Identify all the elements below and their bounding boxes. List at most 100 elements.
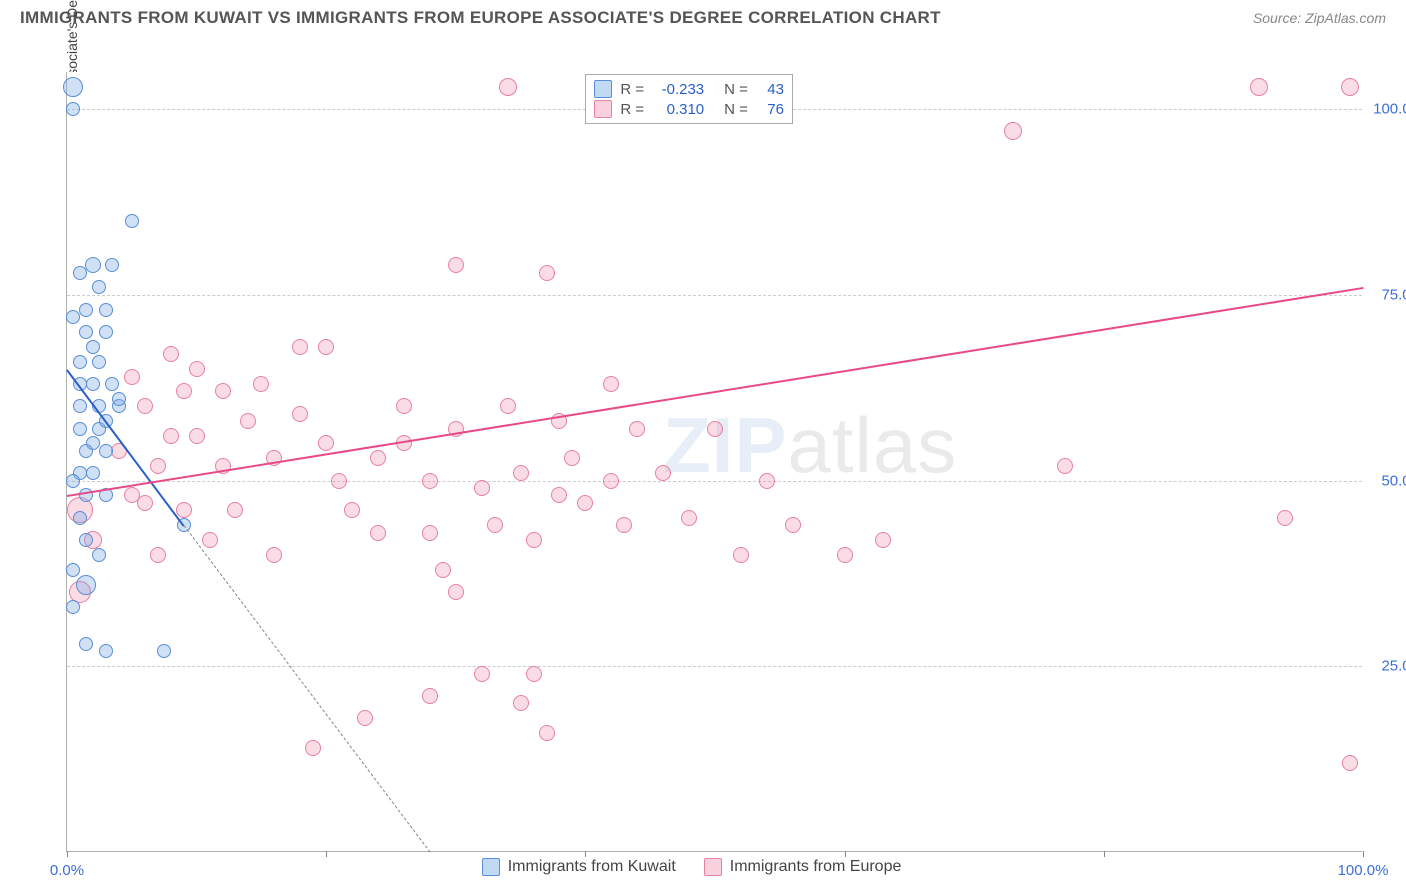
point-europe (448, 257, 464, 273)
point-europe (875, 532, 891, 548)
legend-swatch (704, 858, 722, 876)
legend-item: Immigrants from Kuwait (482, 858, 676, 876)
point-europe (357, 710, 373, 726)
legend-swatch (594, 100, 612, 118)
x-tick (585, 851, 586, 857)
point-europe (422, 688, 438, 704)
y-tick-label: 75.0% (1381, 286, 1406, 303)
y-tick-label: 25.0% (1381, 658, 1406, 675)
x-tick (845, 851, 846, 857)
x-tick-label: 0.0% (50, 862, 84, 879)
point-kuwait (76, 575, 96, 595)
point-europe (318, 435, 334, 451)
point-kuwait (157, 644, 171, 658)
point-europe (616, 517, 632, 533)
point-kuwait (73, 266, 87, 280)
x-tick (67, 851, 68, 857)
point-europe (202, 532, 218, 548)
point-europe (564, 450, 580, 466)
point-kuwait (92, 355, 106, 369)
legend-n-value: 76 (756, 101, 784, 118)
point-europe (1277, 510, 1293, 526)
point-europe (1341, 78, 1359, 96)
point-europe (655, 465, 671, 481)
point-europe (396, 398, 412, 414)
point-kuwait (99, 303, 113, 317)
point-europe (1250, 78, 1268, 96)
point-europe (837, 547, 853, 563)
y-tick-label: 100.0% (1373, 101, 1406, 118)
point-kuwait (79, 325, 93, 339)
point-kuwait (66, 563, 80, 577)
point-europe (227, 502, 243, 518)
point-europe (150, 547, 166, 563)
point-europe (305, 740, 321, 756)
point-europe (370, 450, 386, 466)
point-europe (513, 465, 529, 481)
point-kuwait (86, 466, 100, 480)
point-europe (474, 480, 490, 496)
point-kuwait (92, 280, 106, 294)
point-europe (539, 265, 555, 281)
point-kuwait (79, 303, 93, 317)
point-europe (189, 361, 205, 377)
legend-swatch (482, 858, 500, 876)
point-kuwait (63, 77, 83, 97)
point-europe (163, 346, 179, 362)
point-europe (176, 383, 192, 399)
trendline-europe (67, 287, 1363, 497)
point-kuwait (99, 644, 113, 658)
x-tick-label: 100.0% (1338, 862, 1389, 879)
point-europe (215, 383, 231, 399)
point-europe (344, 502, 360, 518)
gridline-h (67, 666, 1362, 667)
point-europe (539, 725, 555, 741)
point-europe (150, 458, 166, 474)
point-kuwait (66, 600, 80, 614)
point-europe (707, 421, 723, 437)
point-kuwait (86, 377, 100, 391)
gridline-h (67, 295, 1362, 296)
point-europe (474, 666, 490, 682)
point-europe (253, 376, 269, 392)
point-kuwait (73, 511, 87, 525)
point-europe (163, 428, 179, 444)
point-europe (681, 510, 697, 526)
series-legend: Immigrants from KuwaitImmigrants from Eu… (482, 858, 902, 876)
point-kuwait (73, 399, 87, 413)
point-europe (577, 495, 593, 511)
point-kuwait (66, 310, 80, 324)
legend-r-label: R = (620, 81, 644, 98)
legend-row: R =-0.233N =43 (594, 79, 784, 99)
point-kuwait (73, 355, 87, 369)
point-europe (785, 517, 801, 533)
point-kuwait (79, 533, 93, 547)
point-europe (526, 666, 542, 682)
legend-swatch (594, 80, 612, 98)
point-europe (266, 547, 282, 563)
point-europe (759, 473, 775, 489)
point-kuwait (85, 257, 101, 273)
legend-r-value: 0.310 (652, 101, 704, 118)
point-europe (733, 547, 749, 563)
point-europe (487, 517, 503, 533)
legend-r-value: -0.233 (652, 81, 704, 98)
x-tick (326, 851, 327, 857)
point-europe (292, 339, 308, 355)
point-europe (629, 421, 645, 437)
point-europe (500, 398, 516, 414)
point-kuwait (105, 377, 119, 391)
point-europe (435, 562, 451, 578)
point-kuwait (86, 436, 100, 450)
point-kuwait (125, 214, 139, 228)
x-tick (1104, 851, 1105, 857)
point-europe (124, 487, 140, 503)
watermark: ZIPatlas (663, 400, 957, 491)
point-kuwait (86, 340, 100, 354)
legend-n-label: N = (724, 81, 748, 98)
correlation-legend: R =-0.233N =43R =0.310N =76 (585, 74, 793, 124)
gridline-h (67, 481, 1362, 482)
point-europe (603, 376, 619, 392)
y-tick-label: 50.0% (1381, 472, 1406, 489)
point-europe (331, 473, 347, 489)
